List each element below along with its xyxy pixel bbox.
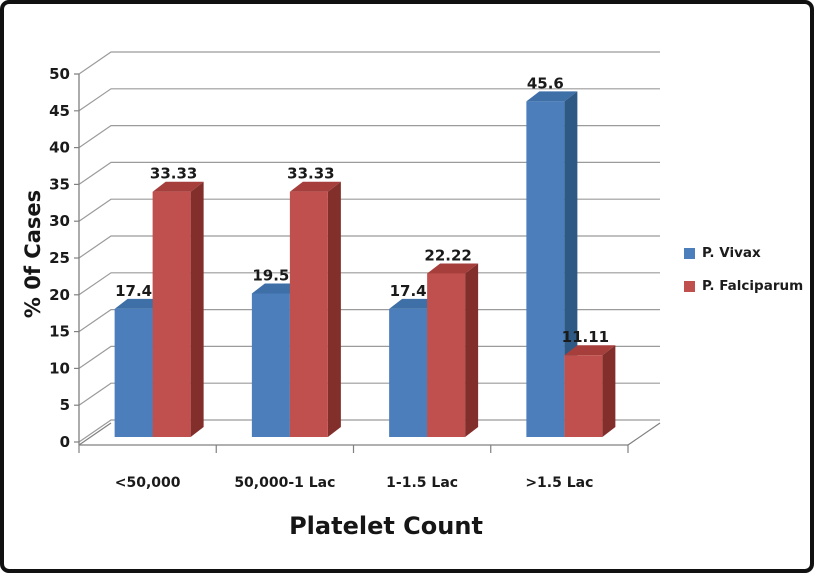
bar-front-s1-c1 [289,191,328,437]
bar-front-s1-c2 [427,273,466,437]
gridline [78,198,660,222]
bar-front-s0-c3 [526,101,565,437]
y-tick-label: 30 [49,212,70,230]
bar-side-s1-c2 [465,263,479,437]
bar-front-s0-c1 [251,293,290,437]
x-tick-label: <50,000 [115,475,181,491]
legend-swatch-falciparum-icon [684,280,695,292]
legend: P. Vivax P. Falciparum [684,245,806,294]
bar-side-s1-c1 [327,181,341,437]
bar-top-s1-c0 [152,181,204,192]
legend-label-falciparum: P. Falciparum [702,278,804,294]
legend-swatch-vivax-icon [684,247,695,259]
y-tick-label: 5 [60,396,70,414]
y-tick-label: 35 [49,175,70,193]
y-tick-label: 10 [49,359,70,377]
data-label: 45.6 [527,74,564,92]
gridline [78,161,660,185]
y-tick-label: 40 [49,139,70,157]
data-label: 11.11 [562,328,609,346]
gridline [78,51,660,75]
x-tick-label: >1.5 Lac [525,475,593,491]
data-label: 22.22 [424,246,471,264]
y-tick-label: 20 [49,286,70,304]
bar-front-s1-c0 [152,191,191,437]
bar-top-s0-c3 [526,91,578,102]
bar-front-s0-c0 [114,308,153,437]
y-axis-title: % 0f Cases [21,189,45,319]
floor-left-edge [78,422,112,446]
bar-side-s1-c3 [602,345,616,437]
legend-item-falciparum: P. Falciparum [684,278,806,294]
data-label: 33.33 [287,165,334,183]
data-label: 33.33 [150,165,197,183]
bar-front-s1-c3 [564,355,603,437]
y-tick-label: 25 [49,249,70,267]
gridline [78,88,660,112]
x-tick-label: 50,000-1 Lac [234,475,335,491]
data-label: 17.4 [115,282,152,300]
gridline [78,235,660,259]
chart-plot-area: 0 5 10 15 20 25 30 35 40 45 50 17.4 33.33 <50,000 19.5… [49,51,661,491]
x-tick-label: 1-1.5 Lac [386,475,458,491]
y-tick-label: 45 [49,102,70,120]
y-tick-label: 15 [49,323,70,341]
bar-side-s1-c0 [190,181,204,437]
y-tick-label: 0 [60,433,70,451]
bar-front-s0-c2 [389,308,428,437]
legend-label-vivax: P. Vivax [702,245,761,261]
bar-top-s1-c3 [564,345,616,356]
gridline [78,125,660,149]
data-label: 19.5 [252,266,289,284]
data-label: 17.4 [390,282,427,300]
y-tick-label: 50 [49,65,70,83]
bar-top-s1-c1 [289,181,341,192]
bar-top-s1-c2 [427,263,479,274]
legend-item-vivax: P. Vivax [684,245,806,261]
x-axis-title: Platelet Count [289,512,483,540]
floor-right-edge [627,422,661,446]
